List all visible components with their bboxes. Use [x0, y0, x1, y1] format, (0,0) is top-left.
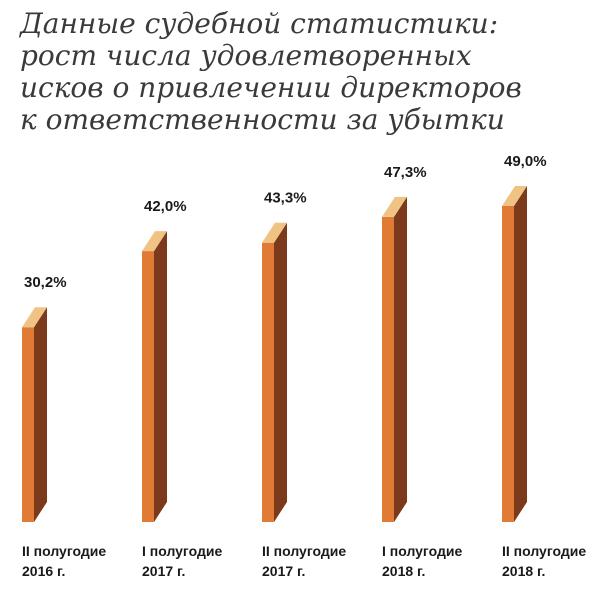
category-label-3-line-1: II полугодие [262, 543, 346, 559]
chart-title-line-3: исков о привлечении директоров [20, 71, 522, 104]
category-label-4-line-1: I полугодие [382, 543, 462, 559]
category-label-1: II полугодие 2016 г. [22, 543, 106, 579]
bar-4 [382, 196, 407, 523]
chart-title-line-2: рост числа удовлетворенных [20, 39, 472, 72]
bar-top-3 [262, 222, 287, 243]
category-label-5: II полугодие 2018 г. [502, 543, 586, 579]
category-label-1-line-1: II полугодие [22, 543, 106, 559]
chart-title-line-1: Данные судебной статистики: [20, 7, 499, 40]
bar-front-1 [22, 327, 34, 522]
value-label-4: 47,3% [384, 164, 427, 181]
category-label-2: I полугодие 2017 г. [142, 543, 222, 579]
bar-3 [262, 222, 287, 522]
bar-5 [502, 185, 527, 522]
category-labels-group: II полугодие 2016 г.I полугодие 2017 г.II … [22, 543, 586, 579]
bar-1 [22, 307, 47, 522]
category-label-3: II полугодие 2017 г. [262, 543, 346, 579]
bar-2 [142, 231, 167, 522]
category-label-1-line-2: 2016 г. [22, 563, 65, 579]
value-label-3: 43,3% [264, 190, 307, 207]
category-label-2-line-1: I полугодие [142, 543, 222, 559]
category-label-4: I полугодие 2018 г. [382, 543, 462, 579]
bar-front-2 [142, 251, 154, 522]
value-label-2: 42,0% [144, 198, 187, 215]
bar-top-4 [382, 196, 407, 217]
category-label-2-line-2: 2017 г. [142, 563, 185, 579]
bar-side-3 [274, 222, 287, 522]
value-label-5: 49,0% [504, 153, 547, 170]
bar-side-5 [514, 185, 527, 522]
bars-group [22, 185, 527, 523]
chart-title: Данные судебной статистики: рост числа у… [20, 8, 580, 136]
category-label-5-line-2: 2018 г. [502, 563, 545, 579]
bar-top-2 [142, 231, 167, 252]
bar-front-4 [382, 216, 394, 523]
category-label-5-line-1: II полугодие [502, 543, 586, 559]
bar-top-1 [22, 307, 47, 328]
category-label-3-line-2: 2017 г. [262, 563, 305, 579]
bar-front-5 [502, 205, 514, 522]
bar-top-5 [502, 185, 527, 206]
bar-side-1 [34, 307, 47, 522]
category-label-4-line-2: 2018 г. [382, 563, 425, 579]
bar-side-2 [154, 231, 167, 522]
bar-side-4 [394, 196, 407, 523]
bar-front-3 [262, 242, 274, 522]
value-labels-group: 30,2% 42,0% 43,3% 47,3% 49,0% [24, 153, 547, 291]
chart-title-line-4: к ответственности за убытки [20, 103, 505, 136]
value-label-1: 30,2% [24, 274, 67, 291]
